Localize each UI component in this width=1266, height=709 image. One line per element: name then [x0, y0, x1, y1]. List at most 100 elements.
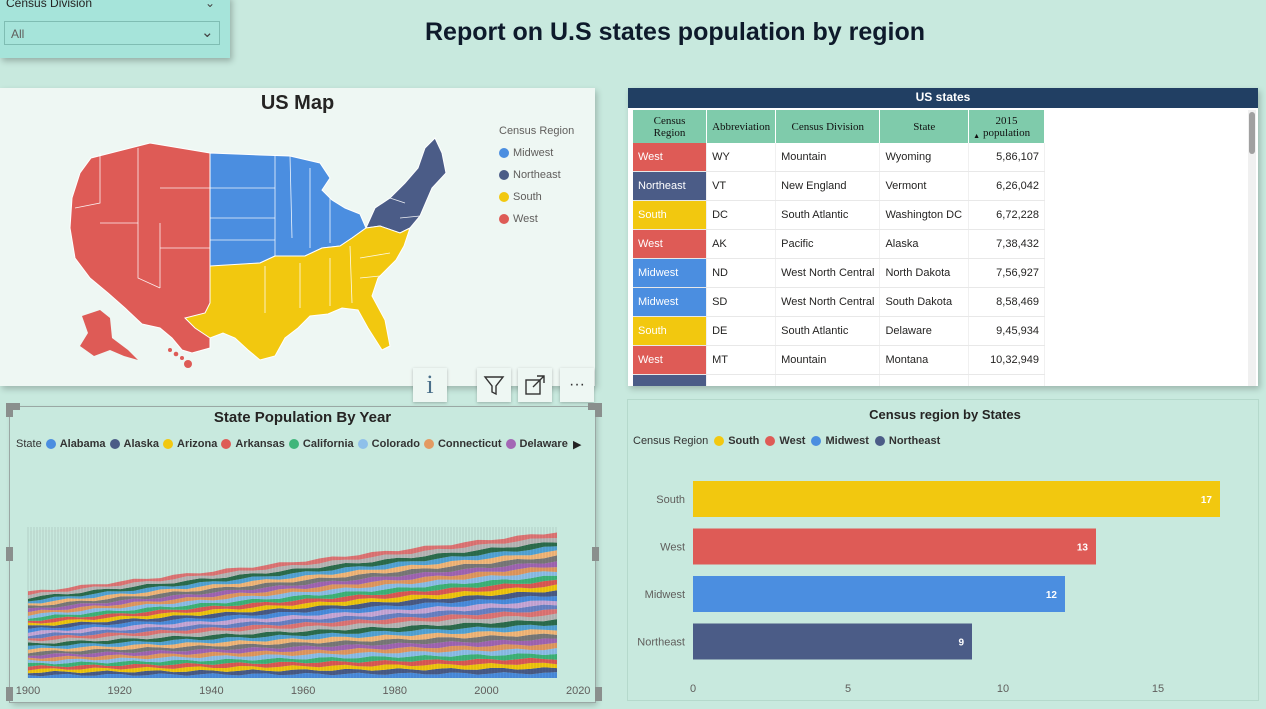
resize-handle[interactable]	[6, 687, 13, 701]
legend-item-south[interactable]: South	[499, 186, 574, 208]
us-map[interactable]	[60, 128, 460, 378]
population-cell: 7,56,927	[968, 258, 1045, 288]
population-cell: 6,26,042	[968, 171, 1045, 201]
legend-next-arrow-icon[interactable]: ▶	[573, 439, 582, 451]
area-chart-legend: State Alabama Alaska Arizona Arkansas Califo…	[16, 438, 572, 450]
legend-item-northeast[interactable]: Northeast	[499, 164, 574, 186]
map-legend: Census Region Midwest Northeast South West	[499, 120, 574, 230]
x-tick-label: 5	[845, 683, 851, 695]
data-label: 9	[958, 638, 964, 649]
legend-label: Midwest	[825, 435, 869, 447]
region-south	[184, 225, 411, 361]
table-row-partial[interactable]	[633, 374, 1045, 386]
table-row[interactable]: South DE South Atlantic Delaware 9,45,934	[633, 316, 1045, 346]
legend-item-colorado[interactable]: Colorado	[357, 438, 420, 450]
legend-item-northeast[interactable]: Northeast	[874, 435, 941, 447]
abbreviation-cell: VT	[706, 171, 777, 201]
area-series-band	[28, 672, 557, 678]
table-row[interactable]: West AK Pacific Alaska 7,38,432	[633, 229, 1045, 259]
legend-dot	[423, 439, 434, 449]
division-cell: West North Central	[775, 258, 881, 288]
column-header[interactable]: 2015 population ▲	[968, 110, 1045, 143]
column-header[interactable]: Abbreviation	[706, 110, 777, 143]
legend-label: South	[513, 191, 542, 203]
table-row[interactable]: West WY Mountain Wyoming 5,86,107	[633, 143, 1045, 172]
legend-title: Census Region	[633, 435, 709, 447]
table-row[interactable]: Midwest ND West North Central North Dakota 7…	[633, 258, 1045, 288]
us-states-table-visual[interactable]: US states Census Region Abbreviation Censu…	[628, 88, 1258, 386]
bar-west	[693, 528, 1096, 565]
column-header[interactable]: Census Division	[775, 110, 881, 143]
filter-icon[interactable]	[477, 368, 511, 402]
legend-item-alabama[interactable]: Alabama	[45, 438, 106, 450]
resize-handle[interactable]	[6, 403, 13, 417]
data-label: 17	[1201, 495, 1213, 506]
table-row[interactable]: South DC South Atlantic Washington DC 6,72,2…	[633, 200, 1045, 230]
legend-item-midwest[interactable]: Midwest	[811, 435, 869, 447]
focus-mode-icon[interactable]	[518, 368, 552, 402]
resize-handle[interactable]	[6, 403, 20, 410]
legend-item-delaware[interactable]: Delaware	[505, 438, 568, 450]
census-division-slicer[interactable]: Census Division ⌄ All ⌄	[0, 0, 230, 58]
data-label: 12	[1046, 590, 1058, 601]
division-cell: South Atlantic	[775, 316, 881, 346]
resize-handle[interactable]	[6, 547, 13, 561]
region-cell: West	[633, 229, 708, 259]
legend-item-midwest[interactable]: Midwest	[499, 142, 574, 164]
area-series-band	[28, 575, 557, 621]
area-series-band	[28, 595, 557, 633]
abbreviation-cell: AK	[706, 229, 777, 259]
resize-handle[interactable]	[595, 687, 602, 701]
state-population-area-visual[interactable]: State Population By Year State Alabama Al…	[6, 403, 602, 702]
legend-label: Arkansas	[235, 438, 285, 450]
legend-item-arizona[interactable]: Arizona	[163, 438, 217, 450]
chevron-down-icon[interactable]: ⌄	[201, 24, 214, 41]
table-scrollbar[interactable]	[1248, 110, 1256, 386]
resize-handle[interactable]	[592, 547, 599, 561]
census-region-bar-visual[interactable]: Census region by States Census Region So…	[628, 400, 1258, 700]
slicer-title: Census Division	[6, 0, 93, 10]
division-cell: South Atlantic	[775, 200, 881, 230]
table-title: US states	[628, 88, 1258, 108]
legend-dot	[288, 439, 299, 449]
legend-item-california[interactable]: California	[288, 438, 354, 450]
slicer-dropdown[interactable]: All ⌄	[4, 21, 220, 45]
more-options-icon[interactable]: ···	[560, 368, 594, 402]
area-series-band	[28, 648, 557, 665]
legend-item-arkansas[interactable]: Arkansas	[221, 438, 285, 450]
table-row[interactable]: Midwest SD West North Central South Dakota 8…	[633, 287, 1045, 317]
abbreviation-cell: SD	[706, 287, 777, 317]
legend-label: Northeast	[888, 435, 941, 447]
table-row[interactable]: Northeast VT New England Vermont 6,26,042	[633, 171, 1045, 201]
bar-northeast	[693, 623, 972, 660]
legend-label: Colorado	[371, 438, 420, 450]
state-cell: South Dakota	[879, 287, 970, 317]
info-icon[interactable]: i	[413, 368, 447, 402]
legend-item-south[interactable]: South	[714, 435, 759, 447]
legend-item-alaska[interactable]: Alaska	[109, 438, 159, 450]
area-series-band	[28, 629, 557, 654]
table-scrollbar-thumb[interactable]	[1249, 112, 1255, 154]
area-series-band	[28, 619, 557, 647]
area-series-band	[28, 561, 557, 613]
us-map-visual[interactable]: US Map Census Region Midwest Northeast Sou…	[0, 88, 595, 386]
bar-chart-plot[interactable]: South 17 West 13 Midwest 12 Northeast 9 0 5 10 15	[628, 460, 1258, 700]
table-row[interactable]: West MT Mountain Montana 10,32,949	[633, 345, 1045, 375]
column-header[interactable]: Census Region	[633, 110, 708, 143]
legend-item-connecticut[interactable]: Connecticut	[423, 438, 502, 450]
legend-item-west[interactable]: West	[499, 208, 574, 230]
chevron-down-icon[interactable]: ⌄	[205, 0, 216, 10]
resize-handle[interactable]	[595, 403, 602, 417]
area-series-band	[28, 657, 557, 671]
sort-ascending-icon[interactable]: ▲	[973, 132, 981, 140]
table-body[interactable]: Census Region Abbreviation Census Division…	[633, 110, 1045, 386]
legend-title: Census Region	[499, 125, 575, 137]
abbreviation-cell: MT	[706, 345, 777, 375]
column-header[interactable]: State	[879, 110, 970, 143]
area-chart-plot[interactable]: 1900 1920 1940 1960 1980 2000 2020	[10, 457, 595, 702]
state-cell: Wyoming	[879, 143, 970, 172]
data-label: 13	[1077, 543, 1089, 554]
region-alaska	[80, 310, 138, 360]
region-cell: West	[633, 345, 708, 375]
legend-item-west[interactable]: West	[765, 435, 805, 447]
